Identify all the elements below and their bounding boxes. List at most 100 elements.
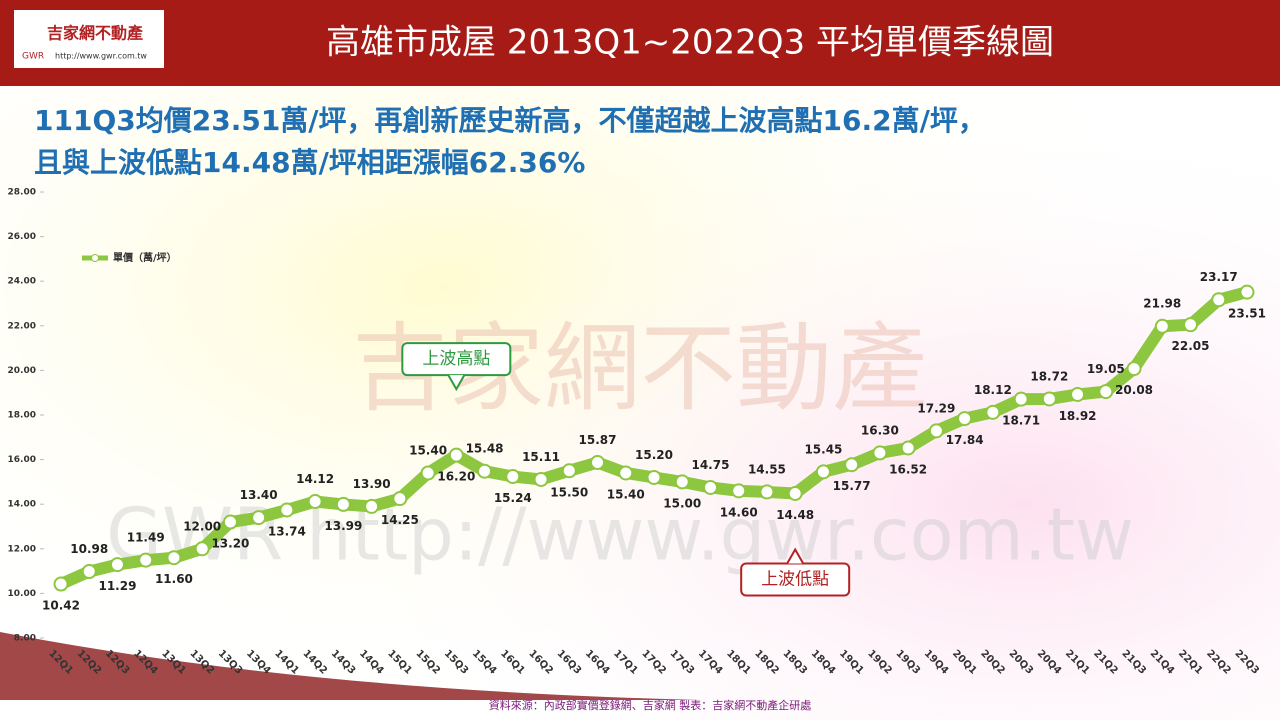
point [1098,384,1114,400]
data-label: 15.48 [466,442,504,456]
data-label: 11.49 [127,531,165,545]
point [251,510,267,526]
data-label: 15.11 [522,450,560,464]
data-label: 15.50 [550,485,588,499]
data-label: 13.74 [268,524,306,538]
point [787,485,803,501]
point [1041,391,1057,407]
logo-url: http://www.gwr.com.tw [55,52,147,61]
point [505,469,521,485]
data-label: 13.40 [240,488,278,502]
point [448,447,464,463]
point [759,484,775,500]
data-label: 13.90 [353,477,391,491]
y-tick-label: 24.00 [8,277,36,287]
data-label: 16.20 [437,470,475,484]
data-label: 21.98 [1143,297,1181,311]
point [844,457,860,473]
data-label: 10.98 [70,542,108,556]
point [109,557,125,573]
point [1183,317,1199,333]
subtitle: 111Q3均價23.51萬/坪，再創新歷史新高，不僅超越上波高點16.2萬/坪， [34,104,986,137]
point [533,471,549,487]
data-label: 18.12 [974,383,1012,397]
data-label: 11.29 [98,579,136,593]
point [364,498,380,514]
point [618,465,634,481]
data-label: 22.05 [1172,339,1210,353]
data-label: 17.84 [946,433,984,447]
point [420,465,436,481]
point [307,494,323,510]
data-label: 23.17 [1200,270,1238,284]
data-label: 14.75 [691,458,729,472]
data-label: 14.25 [381,513,419,527]
point [928,423,944,439]
data-label: 18.71 [1002,414,1040,428]
point [166,550,182,566]
legend-label: 單價（萬/坪） [113,251,177,264]
data-label: 19.05 [1087,362,1125,376]
data-label: 17.29 [917,401,955,415]
point [702,479,718,495]
point [138,552,154,568]
data-label: 15.40 [607,487,645,501]
data-label: 23.51 [1228,307,1266,321]
point [872,445,888,461]
point [561,463,577,479]
data-label: 13.99 [324,519,362,533]
point [1211,292,1227,308]
point [590,454,606,470]
source: 資料來源：內政部實價登錄網、吉家網 製表：吉家網不動產企研處 [489,698,812,712]
watermark-url: GWR http://www.gwr.com.tw [106,493,1134,577]
point [392,491,408,507]
data-label: 12.00 [183,519,221,533]
data-label: 15.40 [409,443,447,457]
data-label: 14.60 [720,505,758,519]
point [335,496,351,512]
legend-marker [91,254,99,262]
y-tick-label: 8.00 [14,634,36,644]
data-label: 14.55 [748,462,786,476]
point [1013,391,1029,407]
point [731,483,747,499]
point [1239,284,1255,300]
data-label: 11.60 [155,572,193,586]
point [985,404,1001,420]
data-label: 18.92 [1059,409,1097,423]
data-label: 14.48 [776,508,814,522]
data-label: 15.45 [804,442,842,456]
data-label: 15.20 [635,448,673,462]
title: 高雄市成屋 2013Q1~2022Q3 平均單價季線圖 [326,23,1054,63]
y-tick-label: 20.00 [8,366,36,376]
point [81,564,97,580]
point [53,576,69,592]
data-label: 14.12 [296,472,334,486]
y-tick-label: 22.00 [8,321,36,331]
annotation: 上波低點 [761,569,829,589]
annotation-pointer [786,547,805,564]
header-bar [0,0,1280,86]
point [646,469,662,485]
subtitle: 且與上波低點14.48萬/坪相距漲幅62.36% [34,146,585,179]
point [1070,386,1086,402]
point [957,411,973,427]
y-tick-label: 18.00 [8,411,36,421]
point [1154,318,1170,334]
y-tick-label: 26.00 [8,232,36,242]
y-tick-label: 16.00 [8,455,36,465]
data-label: 16.52 [889,463,927,477]
annotation: 上波高點 [422,349,490,369]
point [1126,361,1142,377]
data-label: 10.42 [42,599,80,613]
point [900,440,916,456]
decor-band [0,632,700,700]
data-label: 20.08 [1115,383,1153,397]
data-label: 18.72 [1030,369,1068,383]
logo-name: 吉家網不動產 [47,24,143,43]
y-tick-label: 28.00 [8,188,36,198]
logo-box [14,10,164,68]
data-label: 15.77 [833,479,871,493]
